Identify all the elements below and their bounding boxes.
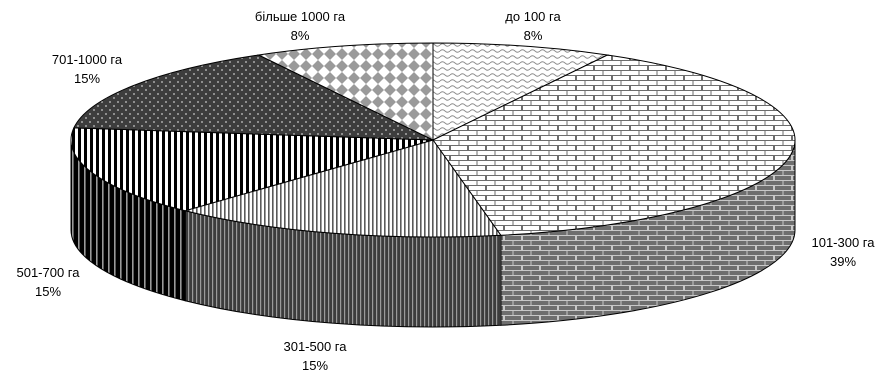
pie-slice-0 [432, 42, 610, 141]
slice-label-5: більше 1000 га [255, 9, 346, 24]
slice-label-2: 301-500 га [283, 339, 347, 354]
slice-label-1: 101-300 га [811, 235, 875, 250]
slice-label-4: 701-1000 га [52, 52, 123, 67]
slice-value-1: 39% [830, 254, 856, 269]
slice-value-0: 8% [524, 28, 543, 43]
pie-slice-2 [183, 139, 502, 238]
pie-slice-1 [432, 54, 796, 236]
slice-value-4: 15% [74, 71, 100, 86]
slice-label-3: 501-700 га [16, 265, 80, 280]
slice-value-2: 15% [302, 358, 328, 373]
slice-value-3: 15% [35, 284, 61, 299]
pie-slice-3 [70, 127, 434, 212]
slice-value-5: 8% [291, 28, 310, 43]
pie-slice-4 [73, 54, 434, 141]
pie-slice-5 [256, 42, 434, 141]
slice-label-0: до 100 га [505, 9, 561, 24]
